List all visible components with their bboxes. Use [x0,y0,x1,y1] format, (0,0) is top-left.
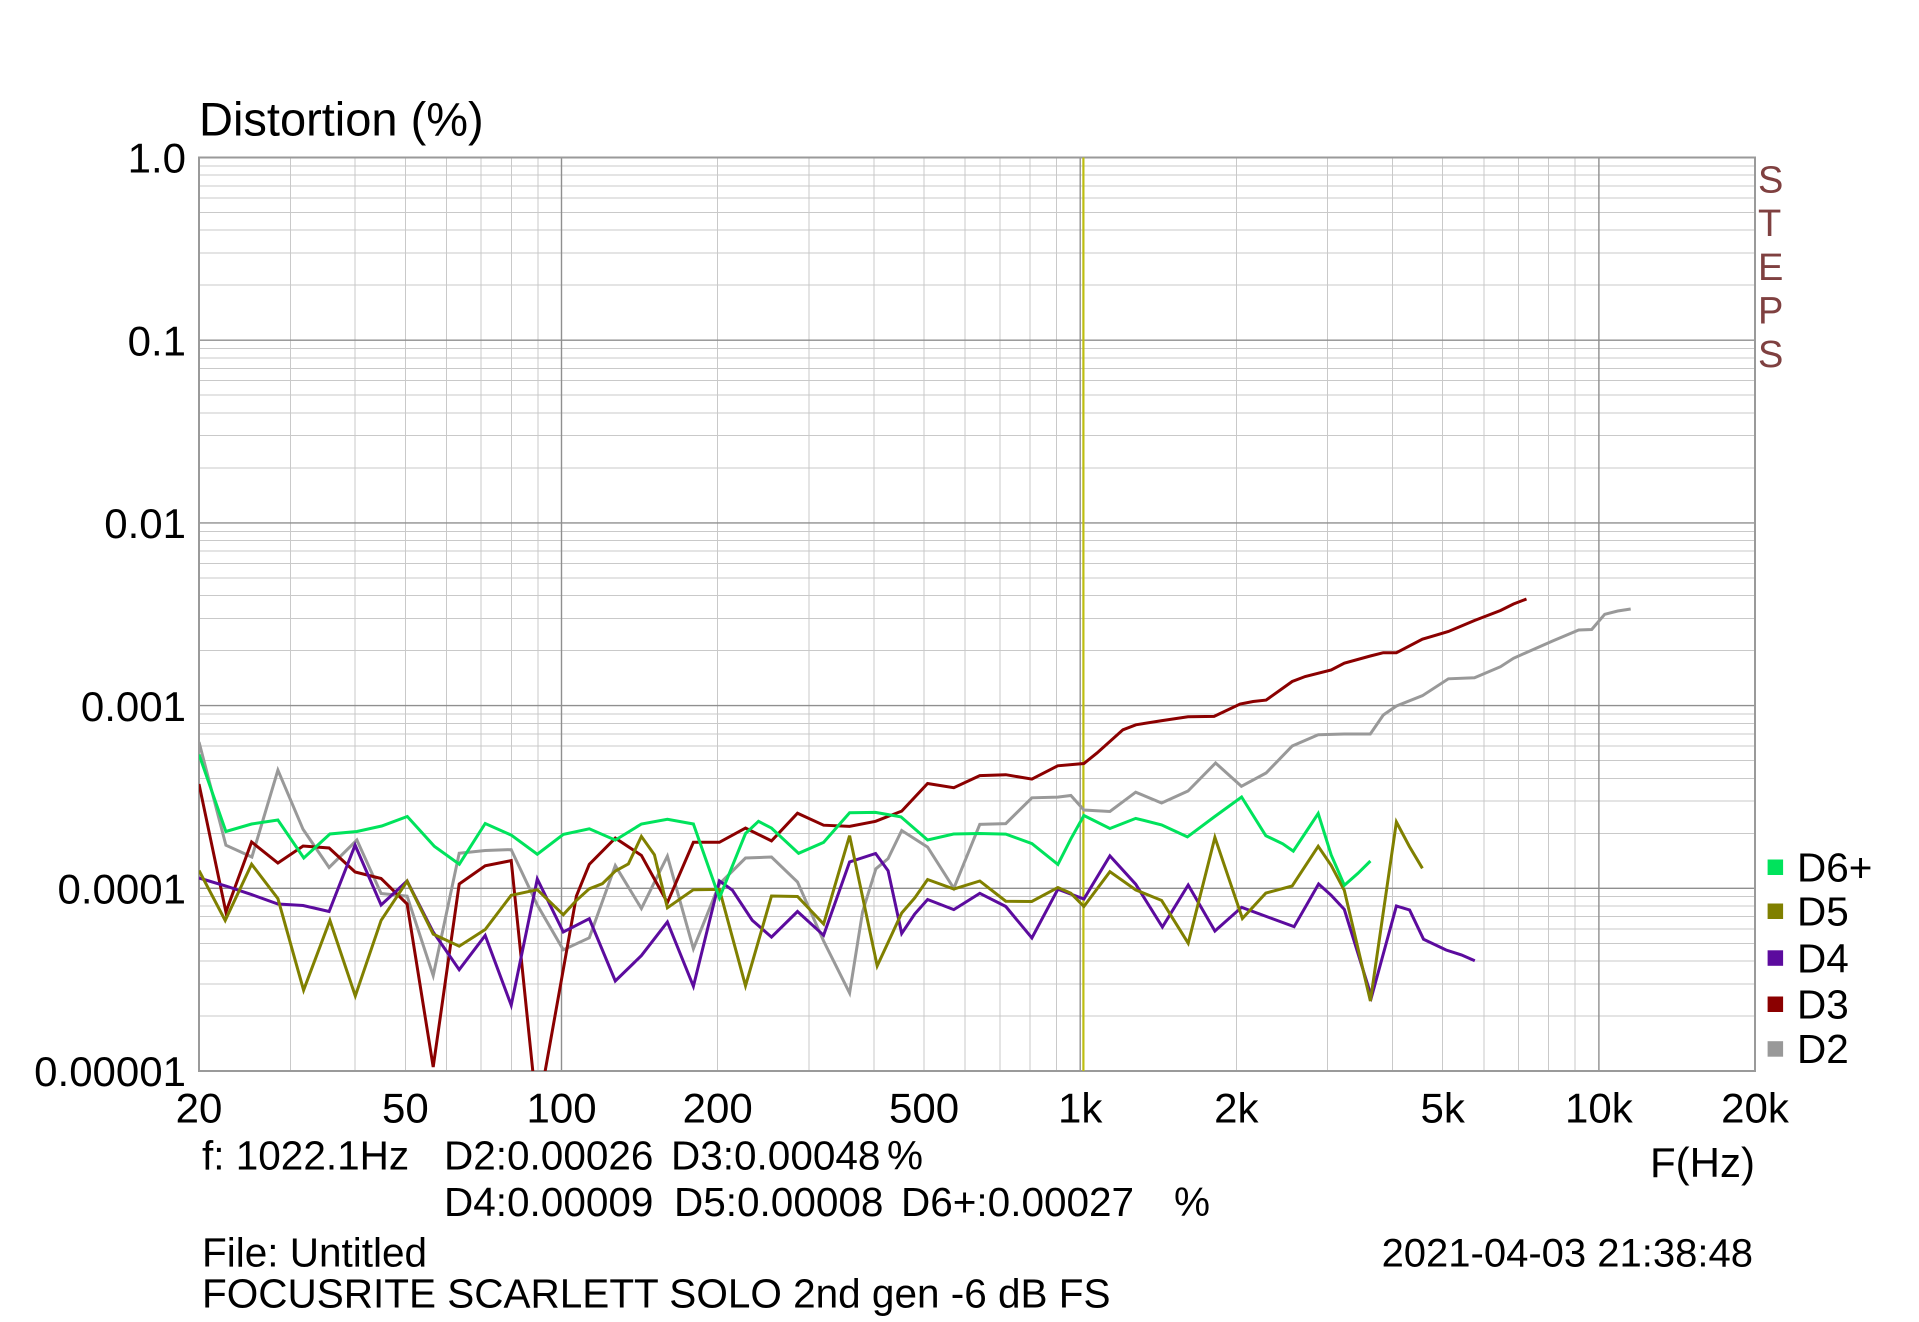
svg-text:50: 50 [382,1085,429,1132]
svg-text:D6+: D6+ [1797,845,1872,891]
svg-text:D2: D2 [1797,1026,1849,1072]
svg-text:D4:0.00009: D4:0.00009 [444,1179,653,1225]
svg-text:20k: 20k [1721,1085,1790,1132]
svg-text:100: 100 [526,1085,596,1132]
svg-text:P: P [1758,290,1783,332]
svg-text:Distortion (%): Distortion (%) [199,93,484,146]
svg-text:D2:0.00026: D2:0.00026 [444,1133,653,1179]
svg-text:5k: 5k [1421,1085,1466,1132]
svg-text:F(Hz): F(Hz) [1650,1139,1755,1186]
svg-text:FOCUSRITE SCARLETT SOLO 2nd ge: FOCUSRITE SCARLETT SOLO 2nd gen -6 dB FS [202,1271,1111,1317]
svg-text:T: T [1758,203,1781,245]
svg-text:D5: D5 [1797,889,1849,935]
svg-text:0.00001: 0.00001 [34,1048,186,1095]
svg-text:1k: 1k [1058,1085,1103,1132]
svg-text:File: Untitled: File: Untitled [202,1229,427,1275]
svg-text:2k: 2k [1214,1085,1259,1132]
svg-text:%: % [1174,1179,1210,1225]
svg-text:f: 1022.1Hz: f: 1022.1Hz [202,1133,409,1179]
svg-text:S: S [1758,160,1783,202]
svg-text:0.001: 0.001 [81,683,186,730]
svg-text:D4: D4 [1797,935,1849,981]
svg-text:D3: D3 [1797,982,1849,1028]
svg-text:2021-04-03 21:38:48: 2021-04-03 21:38:48 [1382,1231,1753,1275]
svg-text:1.0: 1.0 [128,135,186,182]
svg-text:%: % [887,1133,923,1179]
svg-text:D3:0.00048: D3:0.00048 [671,1133,880,1179]
svg-text:S: S [1758,334,1783,376]
svg-text:D5:0.00008: D5:0.00008 [674,1179,883,1225]
svg-text:0.1: 0.1 [128,317,186,364]
svg-text:10k: 10k [1565,1085,1634,1132]
svg-text:20: 20 [176,1085,223,1132]
svg-text:0.0001: 0.0001 [58,866,186,913]
svg-text:500: 500 [889,1085,959,1132]
svg-text:0.01: 0.01 [104,500,186,547]
svg-text:E: E [1758,247,1783,289]
svg-text:D6+:0.00027: D6+:0.00027 [901,1179,1134,1225]
svg-text:200: 200 [683,1085,753,1132]
